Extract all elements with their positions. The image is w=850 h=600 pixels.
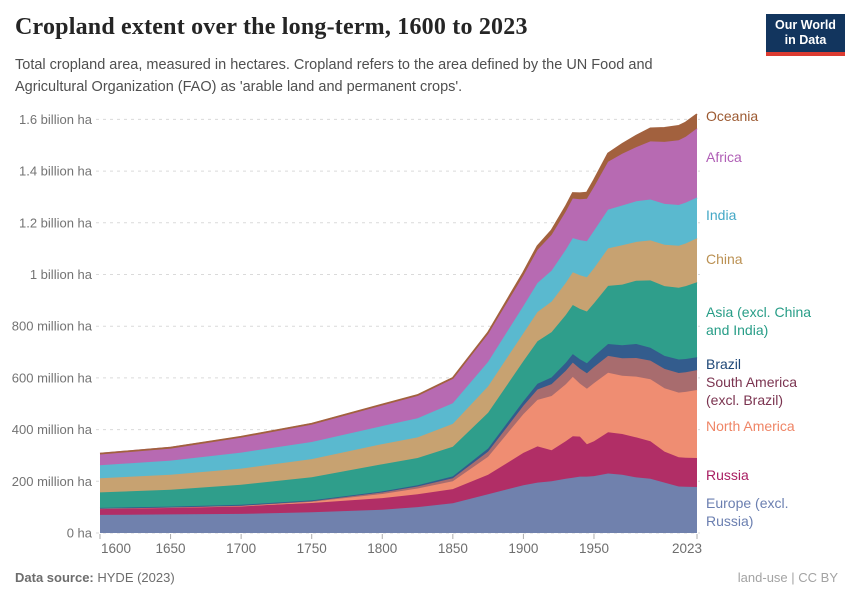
y-axis-label-1200: 1.2 billion ha bbox=[19, 215, 93, 230]
legend-label-europe-excl-russia[interactable]: Europe (excl. Russia) bbox=[706, 495, 789, 529]
y-axis-label-0: 0 ha bbox=[67, 526, 93, 541]
owid-logo[interactable]: Our World in Data bbox=[766, 14, 845, 56]
legend-label-russia[interactable]: Russia bbox=[706, 467, 749, 483]
x-axis-label-1900: 1900 bbox=[508, 541, 538, 556]
data-source-note: Data source: HYDE (2023) bbox=[15, 570, 175, 585]
legend-label-north-america[interactable]: North America bbox=[706, 418, 795, 434]
page-title: Cropland extent over the long-term, 1600… bbox=[15, 14, 528, 40]
legend-label-asia-excl-china-and-india[interactable]: Asia (excl. China and India) bbox=[706, 304, 812, 338]
area-top-line-oceania bbox=[99, 113, 698, 455]
area-north-america[interactable] bbox=[100, 372, 697, 509]
x-axis-label-1850: 1850 bbox=[438, 541, 468, 556]
x-axis-label-2023: 2023 bbox=[672, 541, 702, 556]
x-axis-label-1750: 1750 bbox=[297, 541, 327, 556]
chart-subtitle: Total cropland area, measured in hectare… bbox=[15, 57, 653, 95]
y-axis-label-1600: 1.6 billion ha bbox=[19, 112, 93, 127]
legend-label-brazil[interactable]: Brazil bbox=[706, 356, 742, 372]
legend-label-oceania[interactable]: Oceania bbox=[706, 108, 759, 124]
data-source-label: Data source: bbox=[15, 570, 94, 585]
x-axis-label-1700: 1700 bbox=[226, 541, 256, 556]
area-russia[interactable] bbox=[100, 432, 697, 515]
y-axis-label-1000: 1 billion ha bbox=[30, 267, 93, 282]
y-axis-label-400: 400 million ha bbox=[12, 422, 93, 437]
area-africa[interactable] bbox=[100, 128, 697, 466]
owid-logo-line2: in Data bbox=[784, 33, 827, 47]
data-source-value: HYDE (2023) bbox=[97, 570, 175, 585]
license-link[interactable]: land-use | CC BY bbox=[737, 570, 838, 585]
owid-logo-line1: Our World bbox=[775, 18, 836, 32]
legend-label-africa[interactable]: Africa bbox=[706, 149, 742, 165]
area-south-america-excl-brazil[interactable] bbox=[100, 355, 697, 509]
area-asia-excl-china-and-india[interactable] bbox=[100, 280, 697, 508]
x-axis-label-1600: 1600 bbox=[101, 541, 131, 556]
y-axis-label-1400: 1.4 billion ha bbox=[19, 164, 93, 179]
x-axis-label-1650: 1650 bbox=[156, 541, 186, 556]
legend-label-india[interactable]: India bbox=[706, 207, 737, 223]
area-brazil[interactable] bbox=[100, 344, 697, 508]
x-axis-label-1950: 1950 bbox=[579, 541, 609, 556]
y-axis-label-200: 200 million ha bbox=[12, 474, 93, 489]
area-europe-excl-russia[interactable] bbox=[100, 473, 697, 534]
y-axis-label-600: 600 million ha bbox=[12, 370, 93, 385]
y-axis-label-800: 800 million ha bbox=[12, 319, 93, 334]
legend-label-south-america-excl-brazil[interactable]: South America (excl. Brazil) bbox=[706, 374, 798, 408]
area-india[interactable] bbox=[100, 197, 697, 479]
legend-label-china[interactable]: China bbox=[706, 251, 743, 267]
x-axis-label-1800: 1800 bbox=[367, 541, 397, 556]
